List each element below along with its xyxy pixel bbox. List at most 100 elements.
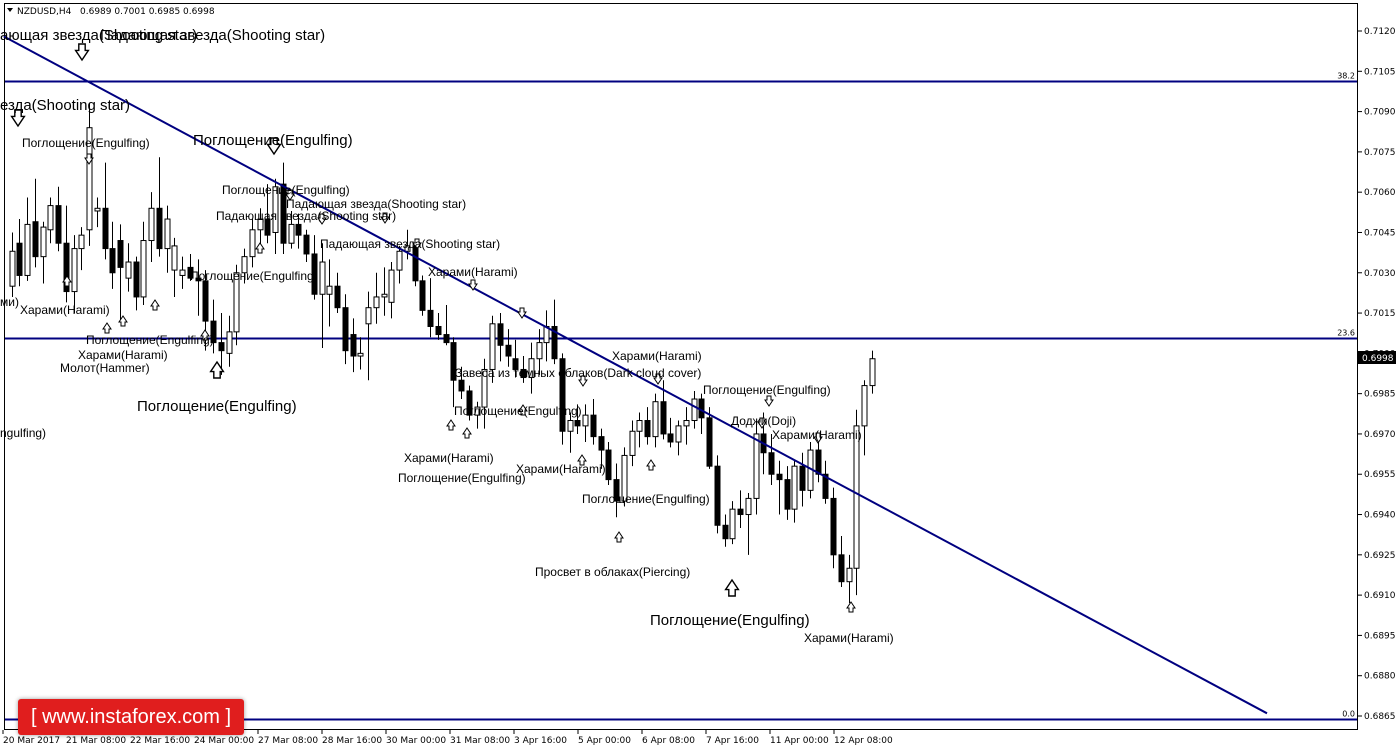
instaforex-watermark[interactable]: [ www.instaforex.com ] [18,699,244,735]
candle-body-bull [536,342,543,360]
pattern-label: Харами(Harami) [78,348,168,362]
candle-body-bull [9,250,16,287]
candle-body-bull [164,218,171,250]
candle [381,267,388,316]
dropdown-arrow-icon[interactable] [7,8,13,12]
y-tick-label: 0.6925 [1364,551,1396,561]
candle-body-bear [342,307,349,352]
candle [16,219,23,287]
candle [264,184,271,244]
candle-body-bear [574,420,581,427]
candle-body-bear [714,465,721,526]
pattern-label: Харами(Harami) [772,428,862,442]
candle [675,420,682,456]
up-arrow-icon [446,419,456,431]
candle-body-bear [644,420,651,438]
candle [869,350,876,394]
candle-body-bull [86,127,93,231]
y-tick-label: 0.6895 [1364,631,1396,641]
candle [613,463,620,518]
candle-body-bear [520,368,527,379]
candle [272,178,279,254]
pattern-label: Падающая звезда(Shooting star) [320,237,500,251]
y-tick-label: 0.7090 [1364,108,1396,118]
candle-body-bear [109,248,116,274]
candle-body-bull [272,186,279,233]
candle-body-bull [652,401,659,438]
candle [636,412,643,448]
candle-body-bear [443,334,450,344]
ohlc-readout: 0.6989 0.7001 0.6985 0.6998 [80,7,215,17]
down-arrow-icon [380,212,390,224]
pattern-label: Харами(Harami) [404,451,494,465]
candle [427,278,434,338]
candle [512,339,519,378]
up-arrow-icon [846,601,856,613]
candle-body-bull [396,250,403,271]
candle [567,412,574,453]
candle-body-bull [125,261,132,279]
candle [334,272,341,314]
x-tick-label: 5 Apr 00:00 [578,736,631,746]
candle-body-bear [295,223,302,236]
down-arrow-icon [74,43,90,62]
pattern-label: Харами(Harami) [20,303,110,317]
candle [404,229,411,260]
candle [396,245,403,284]
down-arrow-icon [653,373,663,385]
candle [40,221,47,284]
candle [667,417,674,448]
candle [280,162,287,254]
candle-body-bull [636,420,643,432]
candle-body-bear [218,342,225,352]
chart-header: NZDUSD,H4 0.6989 0.7001 0.6985 0.6998 [7,7,215,17]
candle-body-bull [40,226,47,258]
candle-body-bear [613,479,620,502]
candle-body-bear [512,358,519,370]
candle-body-bull [357,352,364,357]
pattern-label: ngulfing) [0,426,46,440]
y-tick-label: 0.7045 [1364,228,1396,238]
y-tick-label: 0.6865 [1364,712,1396,722]
candle [187,253,194,281]
down-arrow-icon [412,238,422,250]
candle [218,313,225,375]
candle [365,291,372,381]
current-price-label: 0.6998 [1362,354,1394,364]
candle-body-bull [388,269,395,303]
up-arrow-icon [462,427,472,439]
candle [419,275,426,316]
pattern-label: Поглощение(Engulfing) [582,492,710,506]
pattern-labels: Падающая звезда(Shooting star)ающая звез… [0,27,894,645]
candle-body-bear [16,242,23,276]
candle [319,243,326,348]
pattern-label: Харами(Harami) [612,349,702,363]
candle-body-bull [381,293,388,298]
candle [257,208,264,246]
candle [466,385,473,421]
descending-trendline [3,35,1268,715]
candle-body-bull [474,406,481,416]
x-tick-label: 12 Apr 08:00 [834,736,893,746]
candle-body-bull [489,323,496,370]
candle-body-bear [202,280,209,322]
pattern-label: Просвет в облаках(Piercing) [535,565,690,579]
pattern-label: Поглощение(Engulfing) [190,269,318,283]
down-arrow-icon [757,417,767,429]
candle [830,487,837,569]
candle [497,313,504,362]
y-tick-label: 0.6910 [1364,591,1396,601]
candle-body-bull [791,465,798,510]
pattern-label: Поглощение(Engulfing) [193,132,353,149]
candle [133,256,140,311]
plot-frame [4,3,1358,730]
candle-body-bear [63,242,70,293]
candle [164,205,171,273]
candle-body-bear [350,334,357,357]
candle [125,243,132,292]
candle [71,235,78,314]
candle [574,404,581,434]
candle-body-bull [71,248,78,293]
candle [605,442,612,485]
